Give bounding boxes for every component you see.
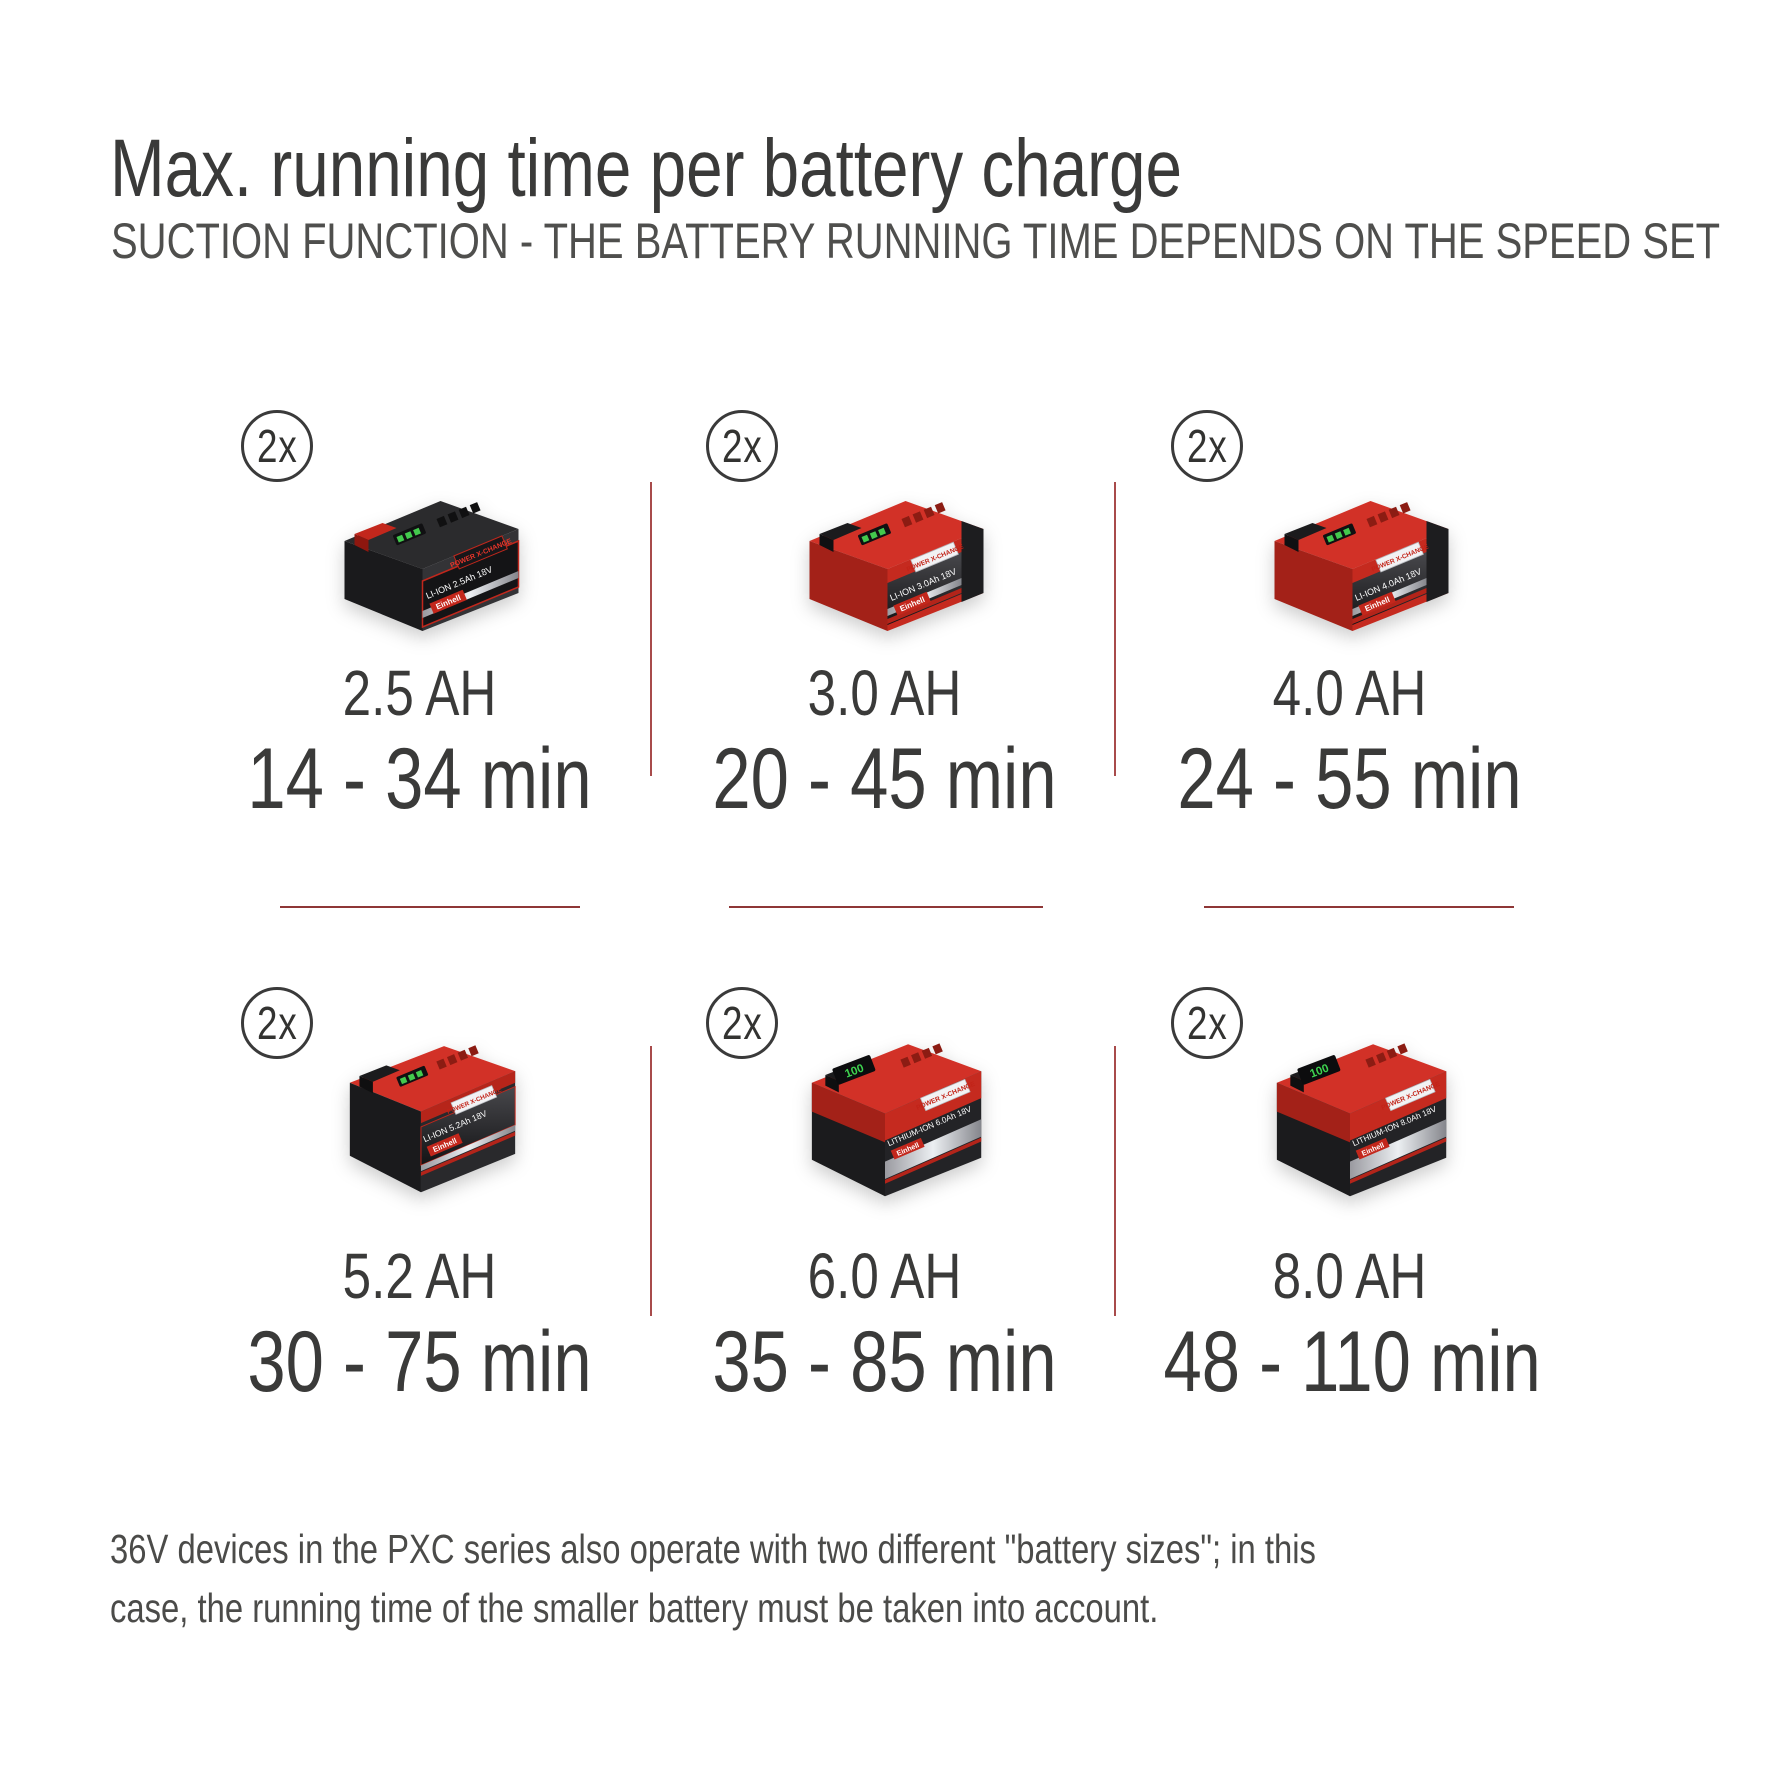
count-badge: 2x [1171, 410, 1243, 482]
running-time-label: 24 - 55 min [1177, 731, 1522, 827]
battery-cell-8-0ah: 2x 100 [1117, 973, 1582, 1413]
battery-3-0ah-image: POWER X-CHANGE LI-ION 3.0Ah 18V Einhell [777, 485, 992, 640]
page-subtitle: SUCTION FUNCTION - THE BATTERY RUNNING T… [111, 213, 1721, 269]
count-label: 2x [256, 997, 298, 1049]
capacity-label: 6.0 AH [807, 1240, 962, 1312]
battery-cell-6-0ah: 2x 100 [652, 973, 1117, 1413]
column-divider [650, 1046, 652, 1316]
battery-4-0ah-image: POWER X-CHANGE LI-ION 4.0Ah 18V Einhell [1242, 485, 1457, 640]
capacity-label: 2.5 AH [342, 657, 497, 729]
capacity-label: 4.0 AH [1272, 657, 1427, 729]
capacity-label: 5.2 AH [342, 1240, 497, 1312]
running-time-label: 48 - 110 min [1163, 1314, 1541, 1410]
count-label: 2x [1186, 420, 1228, 472]
count-label: 2x [721, 997, 763, 1049]
page-title: Max. running time per battery charge [110, 123, 1182, 214]
column-divider [1114, 1046, 1116, 1316]
footnote: 36V devices in the PXC series also opera… [110, 1520, 1316, 1639]
count-badge: 2x [706, 410, 778, 482]
running-time-label: 20 - 45 min [712, 731, 1057, 827]
running-time-label: 14 - 34 min [247, 731, 592, 827]
battery-cell-5-2ah: 2x [187, 973, 652, 1413]
count-badge: 2x [706, 987, 778, 1059]
count-badge: 2x [241, 410, 313, 482]
battery-8-0ah-icon: 100 POWER X-CHANGE LITHIUM-ION 8.0Ah 18V… [1276, 1043, 1446, 1197]
count-badge: 2x [1171, 987, 1243, 1059]
battery-6-0ah-image: 100 POWER X-CHANGE LITHIUM-ION 6.0Ah 18V… [783, 1025, 987, 1209]
battery-3-0ah-icon: POWER X-CHANGE LI-ION 3.0Ah 18V Einhell [809, 501, 983, 631]
row-divider [280, 906, 580, 908]
count-label: 2x [1186, 997, 1228, 1049]
column-divider [650, 482, 652, 776]
footnote-line-1: 36V devices in the PXC series also opera… [110, 1526, 1316, 1572]
running-time-label: 30 - 75 min [247, 1314, 592, 1410]
footnote-line-2: case, the running time of the smaller ba… [110, 1585, 1159, 1632]
count-label: 2x [721, 420, 763, 472]
count-label: 2x [256, 420, 298, 472]
battery-2-5ah-image: POWER X-CHANGE LI-ION 2.5Ah 18V Einhell [312, 485, 527, 640]
battery-cell-4-0ah: 2x [1117, 390, 1582, 830]
row-divider [1204, 906, 1514, 908]
capacity-label: 3.0 AH [807, 657, 962, 729]
capacity-label: 8.0 AH [1272, 1240, 1427, 1312]
battery-5-2ah-icon: POWER X-CHANGE LI-ION 5.2Ah 18V Einhell [349, 1045, 516, 1193]
battery-2-5ah-icon: POWER X-CHANGE LI-ION 2.5Ah 18V Einhell [344, 501, 519, 631]
battery-6-0ah-icon: 100 POWER X-CHANGE LITHIUM-ION 6.0Ah 18V… [811, 1043, 981, 1197]
column-divider [1114, 482, 1116, 776]
battery-cell-3-0ah: 2x [652, 390, 1117, 830]
battery-4-0ah-icon: POWER X-CHANGE LI-ION 4.0Ah 18V Einhell [1274, 501, 1448, 631]
battery-8-0ah-image: 100 POWER X-CHANGE LITHIUM-ION 8.0Ah 18V… [1248, 1025, 1452, 1209]
count-badge: 2x [241, 987, 313, 1059]
running-time-label: 35 - 85 min [712, 1314, 1057, 1410]
row-divider [729, 906, 1043, 908]
battery-5-2ah-image: POWER X-CHANGE LI-ION 5.2Ah 18V Einhell [321, 1025, 519, 1205]
battery-cell-2-5ah: 2x [187, 390, 652, 830]
